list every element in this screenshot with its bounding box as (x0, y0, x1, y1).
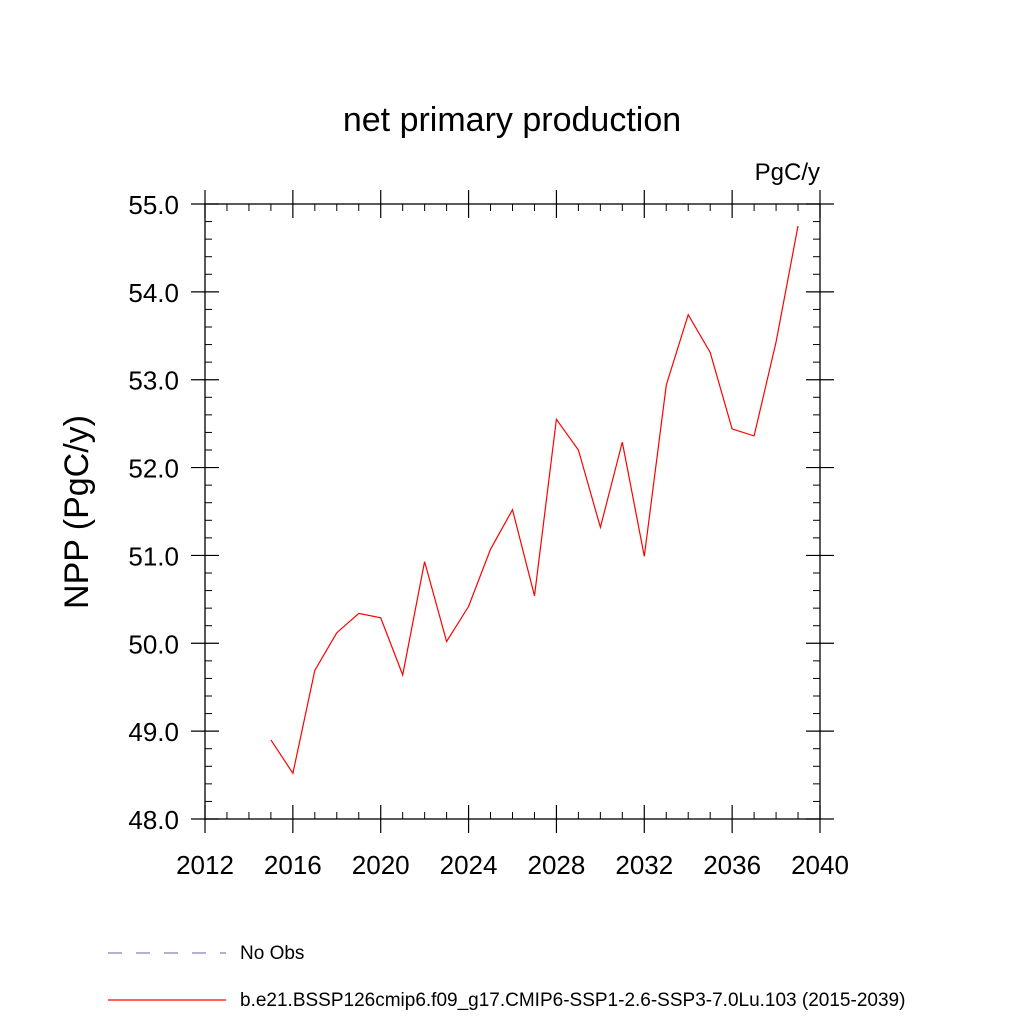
y-tick-label: 54.0 (128, 278, 179, 308)
legend: No Obs b.e21.BSSP126cmip6.f09_g17.CMIP6-… (108, 943, 905, 1011)
y-tick-label: 55.0 (128, 190, 179, 220)
x-tick-label: 2036 (703, 850, 761, 880)
y-tick-label: 48.0 (128, 805, 179, 835)
units-label: PgC/y (755, 159, 820, 186)
y-tick-label: 53.0 (128, 366, 179, 396)
npp-series-line (270, 225, 799, 775)
legend-label-model-run: b.e21.BSSP126cmip6.f09_g17.CMIP6-SSP1-2.… (240, 990, 905, 1011)
y-tick-label: 49.0 (128, 717, 179, 747)
y-tick-label: 52.0 (128, 454, 179, 484)
x-tick-label: 2024 (440, 850, 498, 880)
x-tick-label: 2012 (176, 850, 234, 880)
minor-ticks (205, 204, 820, 819)
x-tick-label: 2032 (615, 850, 673, 880)
y-tick-label: 51.0 (128, 541, 179, 571)
y-tick-label: 50.0 (128, 629, 179, 659)
x-tick-label: 2028 (528, 850, 586, 880)
x-tick-label: 2016 (264, 850, 322, 880)
x-tick-label: 2020 (352, 850, 410, 880)
x-axis: 2012 2016 2020 2024 2028 2032 2036 2040 (176, 190, 849, 880)
series-layer (270, 225, 799, 775)
x-tick-label: 2040 (791, 850, 849, 880)
chart-title: net primary production (343, 101, 681, 139)
legend-label-no-obs: No Obs (240, 943, 304, 964)
y-axis-label: NPP (PgC/y) (58, 415, 96, 609)
y-axis: 48.0 49.0 50.0 51.0 52.0 53.0 54.0 55.0 (128, 190, 834, 835)
